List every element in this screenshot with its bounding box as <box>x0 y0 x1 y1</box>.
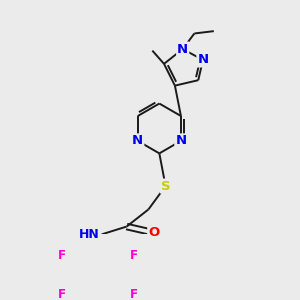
Text: F: F <box>129 249 137 262</box>
Text: N: N <box>176 134 187 147</box>
Text: F: F <box>58 288 66 300</box>
Text: N: N <box>197 53 208 66</box>
Text: N: N <box>177 43 188 56</box>
Text: N: N <box>132 134 143 147</box>
Text: F: F <box>129 288 137 300</box>
Text: O: O <box>148 226 160 239</box>
Text: HN: HN <box>79 228 99 241</box>
Text: S: S <box>161 180 170 193</box>
Text: F: F <box>58 249 66 262</box>
